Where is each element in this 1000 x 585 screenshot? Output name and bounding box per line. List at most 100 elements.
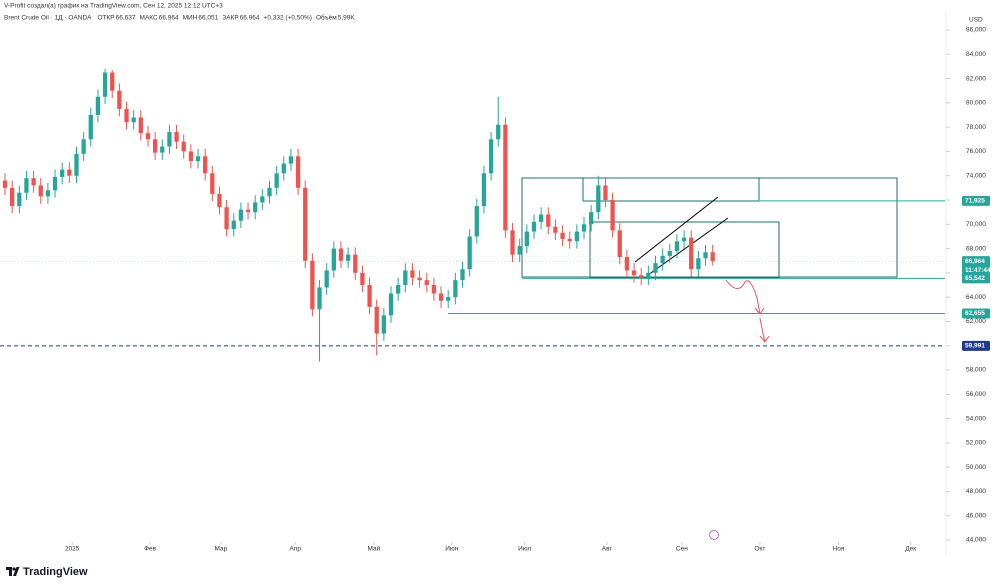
y-tick-label: 48,000 xyxy=(966,488,986,495)
brand-name: TradingView xyxy=(23,566,88,578)
candle-body xyxy=(324,270,329,288)
level-label: 62,655 xyxy=(965,310,985,317)
legend-text: 5,99K xyxy=(338,15,356,22)
candle-body xyxy=(653,263,658,273)
level-label-box xyxy=(962,340,990,351)
level-label-box xyxy=(962,195,990,206)
y-tick-label: 50,000 xyxy=(966,464,986,471)
arrow-path xyxy=(759,317,766,343)
candle-body xyxy=(174,132,179,142)
candle-body xyxy=(474,206,479,237)
candle-body xyxy=(95,96,101,115)
candle-body xyxy=(460,269,465,281)
y-tick-label: 80,000 xyxy=(966,100,986,107)
candle-body xyxy=(45,190,51,197)
candle-body xyxy=(438,293,444,301)
candle-body xyxy=(496,124,501,140)
x-tick-label: Окт xyxy=(754,546,765,553)
candle-body xyxy=(388,293,394,316)
x-tick-label: Июн xyxy=(445,546,459,553)
candle-body xyxy=(667,251,672,256)
candle-body xyxy=(567,238,572,242)
level-label-box xyxy=(962,273,990,284)
projection-arrows xyxy=(725,279,770,343)
candle-body xyxy=(281,163,286,174)
y-tick-label: 58,000 xyxy=(966,367,986,374)
candle-body xyxy=(152,139,158,153)
candle-body xyxy=(510,230,515,255)
candle-body xyxy=(124,108,129,123)
candle-body xyxy=(631,270,637,276)
candle-body xyxy=(417,277,422,281)
candle-body xyxy=(138,117,143,134)
candle-body xyxy=(260,196,265,203)
candle-body xyxy=(24,178,29,193)
candle-body xyxy=(674,241,680,251)
y-tick-label: 82,000 xyxy=(966,75,986,82)
candle-body xyxy=(210,173,215,194)
candle-body xyxy=(224,207,229,230)
candle-body xyxy=(217,193,222,208)
candle-body xyxy=(431,285,437,294)
y-tick-label: 46,000 xyxy=(966,512,986,519)
candle-body xyxy=(2,180,8,188)
candle-body xyxy=(624,257,630,271)
candle-body xyxy=(703,252,708,259)
candle-body xyxy=(581,224,587,232)
candle-body xyxy=(231,220,236,230)
candle-body xyxy=(553,226,558,233)
legend-text: ОТКР xyxy=(97,15,114,22)
legend-text: МИН xyxy=(183,15,198,22)
candle-body xyxy=(203,156,208,174)
candle-body xyxy=(424,280,429,285)
arrow-head xyxy=(754,307,765,315)
currency: USD xyxy=(969,17,983,24)
x-tick-label: Дек xyxy=(905,546,916,553)
candle-body xyxy=(603,185,608,200)
y-tick-label: 44,000 xyxy=(966,537,986,544)
level-label-box xyxy=(962,308,990,319)
candle-body xyxy=(617,230,622,258)
candle-body xyxy=(574,231,580,242)
legend-text: +0,332 (+0,50%) xyxy=(264,15,312,22)
candle-body xyxy=(646,272,651,278)
candle-body xyxy=(589,212,594,225)
candle-body xyxy=(403,270,408,285)
events-icon[interactable] xyxy=(709,530,719,540)
level-label: 65,542 xyxy=(965,275,985,282)
candle-body xyxy=(288,156,294,164)
candle-body xyxy=(410,270,415,278)
y-tick-label: 70,000 xyxy=(966,221,986,228)
legend-text: ЗАКР xyxy=(222,15,238,22)
x-tick-label: Сен xyxy=(676,546,688,553)
last-price-label: 66,964 xyxy=(965,258,985,265)
y-tick-label: 78,000 xyxy=(966,124,986,131)
candle-body xyxy=(331,248,336,271)
candle-body xyxy=(67,169,72,176)
candle-body xyxy=(117,90,122,109)
candle-body xyxy=(60,169,65,177)
top-box xyxy=(582,177,760,202)
y-tick-label: 74,000 xyxy=(966,172,986,179)
candle-body xyxy=(195,156,201,162)
x-tick-label: Апр xyxy=(289,546,301,553)
y-tick-label: 52,000 xyxy=(966,440,986,447)
candle-body xyxy=(503,124,508,231)
candle-body xyxy=(360,272,365,285)
candle-body xyxy=(131,117,136,123)
candle-body xyxy=(681,237,687,242)
arrow-path xyxy=(725,279,761,315)
x-tick-label: Фев xyxy=(144,546,157,553)
candle-body xyxy=(560,232,565,239)
last-price-box xyxy=(962,256,990,276)
candle-body xyxy=(639,275,644,278)
candle-body xyxy=(317,287,322,310)
candle-body xyxy=(446,297,451,301)
candle-body xyxy=(245,209,251,213)
arrow-head xyxy=(759,335,770,343)
credit: V-Profit создал(а) график на TradingView… xyxy=(4,3,223,10)
channel-line xyxy=(634,196,719,263)
y-tick-label: 56,000 xyxy=(966,391,986,398)
